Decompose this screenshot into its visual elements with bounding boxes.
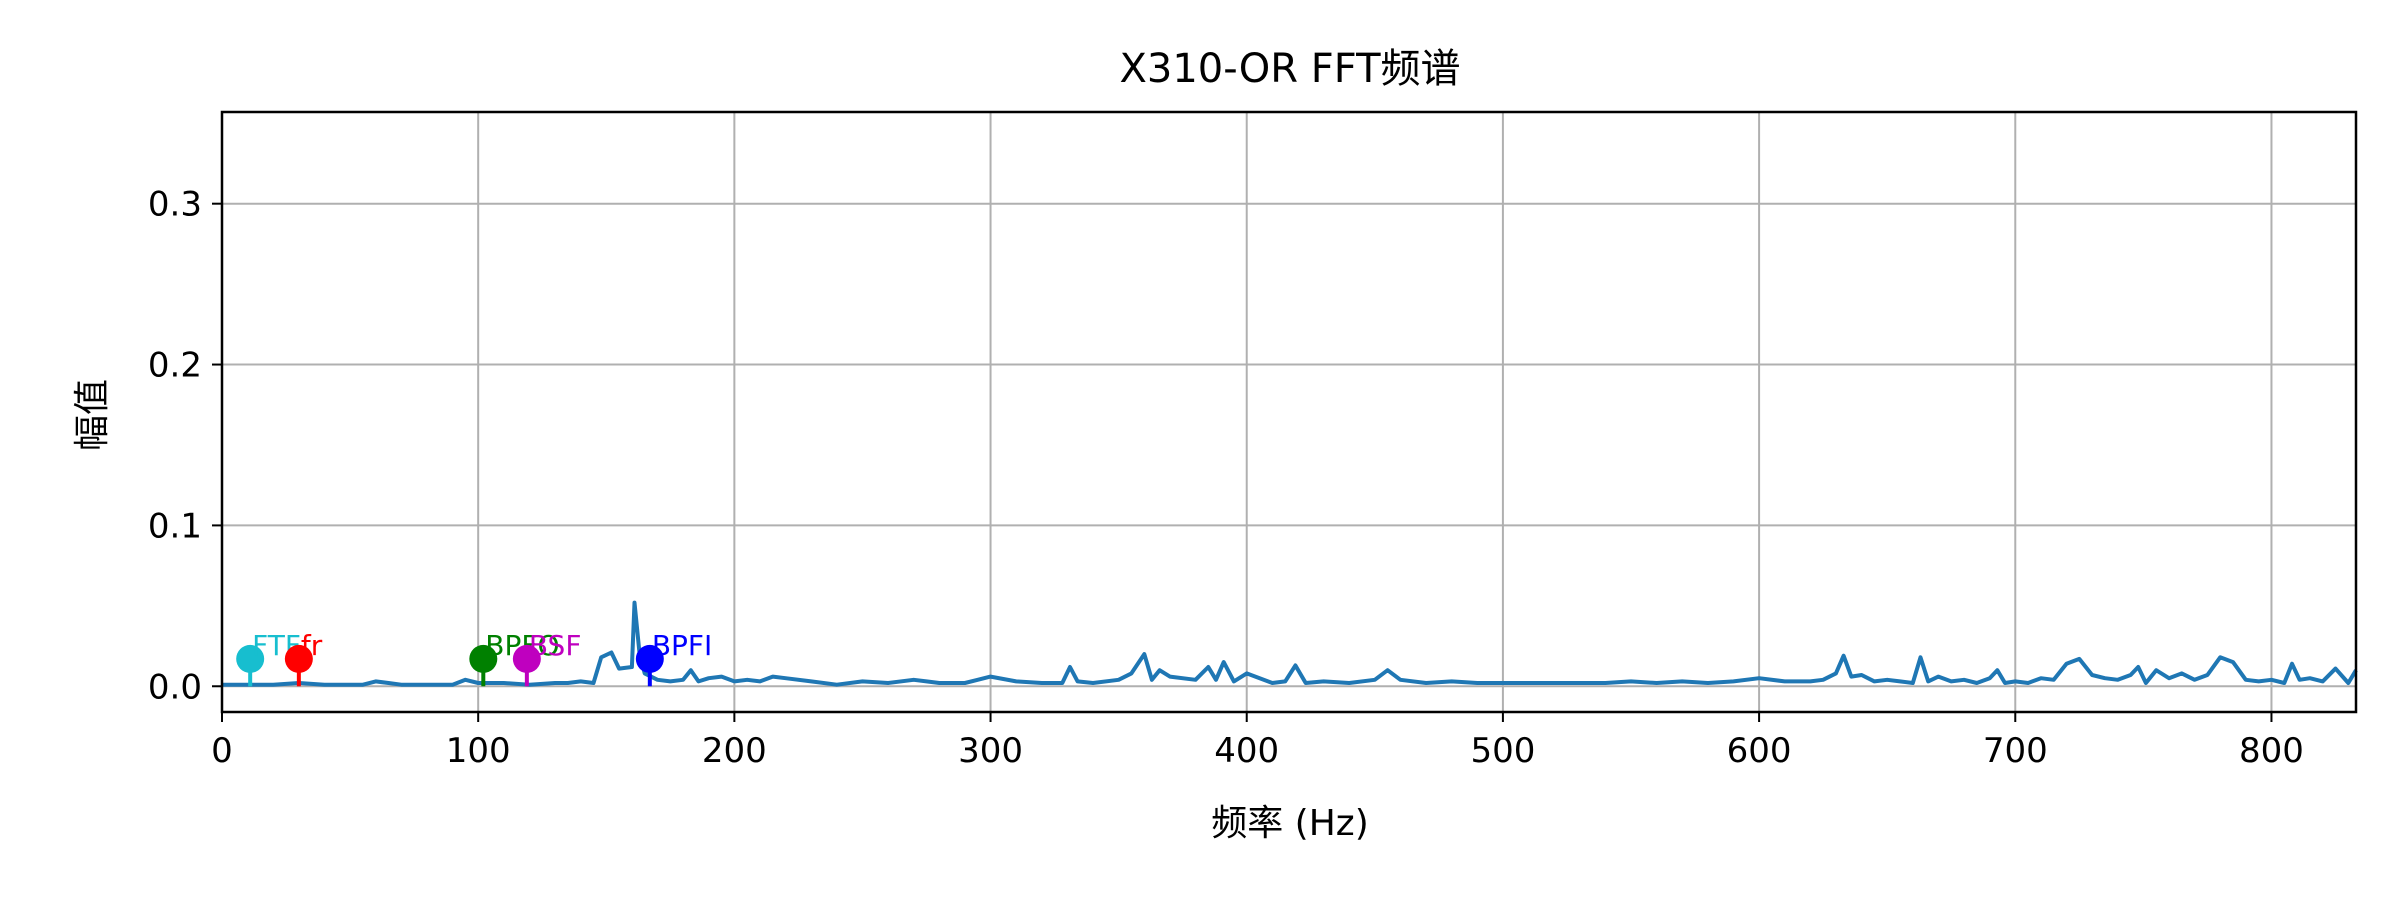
y-axis-label: 幅值 <box>72 379 113 451</box>
plot-frame <box>220 110 2358 714</box>
spectrum-line <box>222 600 2358 687</box>
axis-ticks: 0 100 200 300 400 500 600 700 800 0.0 0.1 0.2 0.3 <box>148 185 2304 771</box>
y-tick-label: 0.2 <box>148 346 202 386</box>
marker-point <box>469 644 498 673</box>
y-tick-label: 0.3 <box>148 185 202 225</box>
x-tick-label: 100 <box>446 731 511 771</box>
x-tick-label: 800 <box>2239 731 2304 771</box>
x-tick-label: 600 <box>1727 731 1792 771</box>
marker-point <box>284 644 313 673</box>
marker-label: fr <box>301 629 323 662</box>
x-tick-label: 200 <box>702 731 767 771</box>
y-tick-label: 0.0 <box>148 667 202 707</box>
x-tick-label: 0 <box>211 731 233 771</box>
chart-title: X310-OR FFT频谱 <box>1119 46 1460 92</box>
y-tick-label: 0.1 <box>148 506 202 546</box>
x-tick-label: 300 <box>958 731 1023 771</box>
x-axis-label: 频率 (Hz) <box>1211 803 1369 844</box>
marker-label: BPFI <box>652 629 712 662</box>
marker-point <box>512 644 541 673</box>
x-tick-label: 500 <box>1470 731 1535 771</box>
grid <box>221 112 2356 712</box>
data-series <box>222 600 2358 687</box>
x-tick-label: 400 <box>1214 731 1279 771</box>
x-tick-label: 700 <box>1983 731 2048 771</box>
marker-point <box>236 644 265 673</box>
marker-point <box>635 644 664 673</box>
marker-label: BSF <box>529 629 582 662</box>
